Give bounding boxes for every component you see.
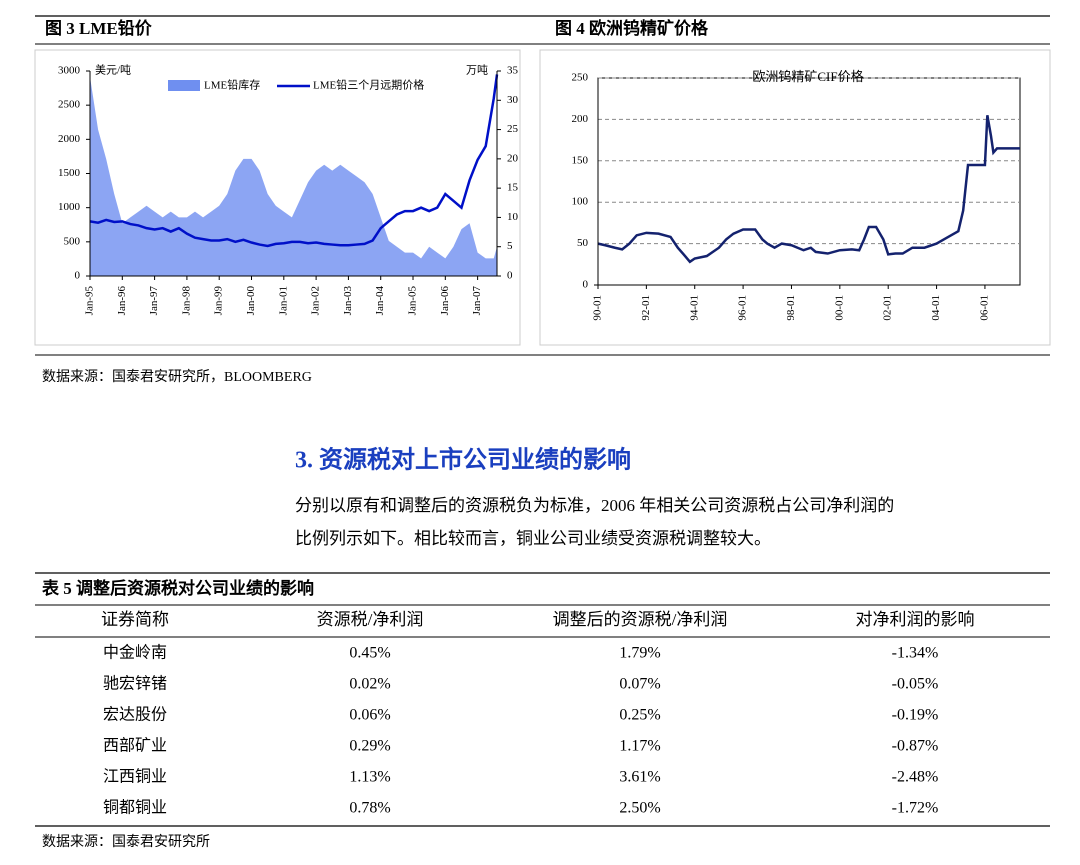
- x-tick-label: 06-01: [978, 295, 990, 321]
- x-tick-label: Jan-99: [213, 286, 225, 316]
- table-cell: 3.61%: [619, 769, 660, 786]
- table-cell: -1.72%: [892, 800, 939, 817]
- x-tick-label: 02-01: [882, 295, 894, 321]
- table-cell: 铜都铜业: [103, 799, 167, 817]
- table-cell: 0.02%: [349, 676, 390, 693]
- table-cell: -1.34%: [892, 645, 939, 662]
- y-tick-label: 150: [572, 154, 589, 166]
- legend-swatch: [168, 80, 200, 91]
- x-tick-label: Jan-01: [277, 286, 289, 315]
- table-cell: 0.25%: [619, 707, 660, 724]
- y-tick-label: 1000: [58, 201, 81, 213]
- x-tick-label: 04-01: [930, 295, 942, 321]
- source: 数据来源：国泰君安研究所: [42, 834, 210, 850]
- axis-unit: 美元/吨: [95, 64, 131, 77]
- table-cell: 0.29%: [349, 738, 390, 755]
- y-tick-label: 0: [583, 279, 589, 291]
- x-tick-label: Jan-96: [116, 286, 128, 316]
- frame: [34, 49, 521, 346]
- table-cell: 1.79%: [619, 645, 660, 662]
- x-tick-label: Jan-07: [471, 286, 483, 316]
- chart-subtitle: 欧洲钨精矿CIF价格: [752, 69, 863, 84]
- table-cell: 0.78%: [349, 800, 390, 817]
- y-tick-label: 100: [572, 196, 589, 208]
- y2-tick-label: 0: [507, 270, 513, 282]
- table-cell: 西部矿业: [103, 737, 167, 755]
- x-tick-label: Jan-02: [310, 286, 322, 315]
- y-tick-label: 2500: [58, 99, 81, 111]
- table-cell: 江西铜业: [103, 768, 167, 786]
- y2-tick-label: 30: [507, 94, 519, 106]
- x-tick-label: Jan-95: [84, 286, 96, 316]
- y2-tick-label: 35: [507, 65, 519, 77]
- y-tick-label: 1500: [58, 167, 81, 179]
- y-tick-label: 200: [572, 113, 589, 125]
- y2-tick-label: 10: [507, 211, 519, 223]
- legend-label: LME铅三个月远期价格: [313, 78, 424, 92]
- x-tick-label: Jan-05: [407, 286, 419, 316]
- table-cell: 中金岭南: [103, 644, 167, 662]
- y2-tick-label: 20: [507, 152, 519, 164]
- x-tick-label: Jan-03: [342, 286, 354, 316]
- table-header: 调整后的资源税/净利润: [553, 610, 728, 629]
- table-cell: 0.45%: [349, 645, 390, 662]
- x-tick-label: 00-01: [833, 295, 845, 321]
- figure-title: 图 3 LME铅价: [45, 18, 153, 38]
- line: [89, 74, 499, 248]
- line: [597, 115, 1020, 264]
- section-heading: 3. 资源税对上市公司业绩的影响: [295, 446, 631, 474]
- figure-title: 图 4 欧洲钨精矿价格: [555, 18, 709, 38]
- table-cell: 1.17%: [619, 738, 660, 755]
- y-tick-label: 0: [75, 270, 81, 282]
- y-tick-label: 500: [64, 235, 81, 247]
- paragraph-line: 分别以原有和调整后的资源税负为标准，2006 年相关公司资源税占公司净利润的: [295, 496, 894, 515]
- table-cell: 宏达股份: [103, 706, 167, 724]
- table-caption: 表 5 调整后资源税对公司业绩的影响: [42, 578, 314, 598]
- table-header: 资源税/净利润: [317, 610, 424, 629]
- y-tick-label: 2000: [58, 133, 81, 145]
- x-tick-label: Jan-04: [374, 286, 386, 316]
- table-cell: 驰宏锌锗: [103, 675, 167, 693]
- paragraph-line: 比例列示如下。相比较而言，铜业公司业绩受资源税调整较大。: [295, 529, 771, 548]
- y-tick-label: 3000: [58, 65, 81, 77]
- y2-tick-label: 5: [507, 240, 513, 252]
- x-tick-label: 92-01: [640, 295, 652, 321]
- x-tick-label: 90-01: [592, 295, 604, 321]
- x-tick-label: Jan-98: [180, 286, 192, 316]
- table-header: 对净利润的影响: [856, 610, 975, 629]
- source: 数据来源：国泰君安研究所，BLOOMBERG: [42, 369, 312, 385]
- frame: [539, 49, 1051, 346]
- table-cell: -0.19%: [892, 707, 939, 724]
- table-cell: 1.13%: [349, 769, 390, 786]
- table-header: 证券简称: [101, 610, 169, 629]
- x-tick-label: Jan-06: [439, 286, 451, 316]
- table-cell: 0.07%: [619, 676, 660, 693]
- y2-tick-label: 25: [507, 123, 519, 135]
- x-tick-label: Jan-97: [148, 286, 160, 316]
- x-tick-label: Jan-00: [245, 286, 257, 316]
- table-cell: -2.48%: [892, 769, 939, 786]
- y2-tick-label: 15: [507, 182, 519, 194]
- plot-frame: [597, 77, 1021, 286]
- x-tick-label: 98-01: [785, 295, 797, 321]
- table-cell: 2.50%: [619, 800, 660, 817]
- legend-label: LME铅库存: [204, 78, 260, 92]
- x-tick-label: 94-01: [688, 295, 700, 321]
- table-cell: -0.87%: [892, 738, 939, 755]
- axis-unit: 万吨: [466, 64, 488, 77]
- table-cell: -0.05%: [892, 676, 939, 693]
- table-cell: 0.06%: [349, 707, 390, 724]
- y-tick-label: 250: [572, 72, 589, 84]
- area: [90, 76, 497, 276]
- y-tick-label: 50: [577, 237, 589, 249]
- x-tick-label: 96-01: [737, 295, 749, 321]
